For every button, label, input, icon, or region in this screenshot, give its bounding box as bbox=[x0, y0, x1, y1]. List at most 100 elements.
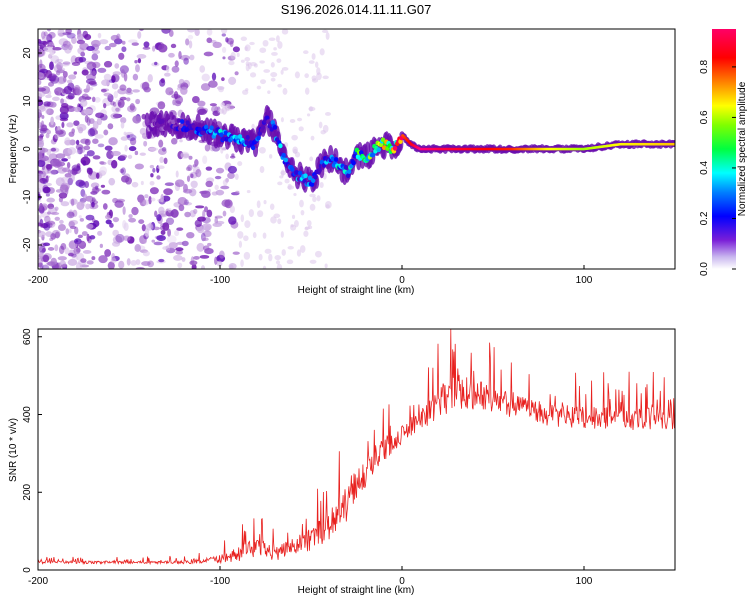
heatmap-cell bbox=[62, 61, 71, 65]
heatmap-cell bbox=[201, 73, 210, 82]
heatmap-cell bbox=[107, 123, 114, 130]
heatmap-cell bbox=[46, 261, 56, 266]
heatmap-cell bbox=[376, 147, 381, 153]
heatmap-cell bbox=[88, 81, 97, 86]
heatmap-cell bbox=[73, 246, 81, 255]
heatmap-cell bbox=[46, 29, 52, 32]
heatmap-cell bbox=[134, 60, 138, 64]
heatmap-cell bbox=[45, 193, 50, 197]
heatmap-cell bbox=[290, 224, 297, 231]
heatmap-cell bbox=[319, 48, 325, 56]
heatmap-cell bbox=[71, 254, 79, 262]
heatmap-cell bbox=[188, 40, 193, 49]
heatmap-cell bbox=[126, 97, 131, 102]
heatmap-cell bbox=[276, 263, 283, 269]
heatmap-cell bbox=[97, 143, 105, 148]
heatmap-cell bbox=[77, 146, 83, 155]
heatmap-cell bbox=[317, 167, 322, 173]
heatmap-cell bbox=[220, 185, 230, 190]
heatmap-cell bbox=[114, 63, 120, 69]
heatmap-cell bbox=[168, 52, 175, 58]
heatmap-cell bbox=[260, 124, 266, 130]
heatmap-cell bbox=[139, 198, 147, 207]
heatmap-cell bbox=[48, 153, 58, 161]
heatmap-cell bbox=[228, 76, 237, 85]
heatmap-cell bbox=[245, 88, 249, 92]
snr-y-label: SNR (10 * v/v) bbox=[8, 418, 19, 482]
heatmap-cell bbox=[189, 210, 196, 218]
heatmap-cell bbox=[202, 223, 212, 231]
heatmap-cell bbox=[90, 182, 100, 189]
heatmap-cell bbox=[316, 67, 321, 75]
heatmap-cell bbox=[182, 188, 193, 194]
heatmap-cell bbox=[161, 146, 167, 152]
heatmap-cell bbox=[85, 214, 95, 221]
heatmap-cell bbox=[271, 51, 278, 56]
heatmap-cell bbox=[83, 193, 88, 202]
heatmap-cell bbox=[80, 258, 87, 263]
heatmap-cell bbox=[234, 71, 239, 76]
heatmap-cell bbox=[197, 108, 208, 115]
heatmap-cell bbox=[60, 98, 64, 104]
heatmap-cell bbox=[177, 197, 188, 206]
heatmap-cell bbox=[104, 145, 113, 151]
heatmap-cell bbox=[174, 60, 179, 67]
heatmap-cell bbox=[38, 87, 47, 92]
heatmap-cell bbox=[101, 79, 110, 86]
heatmap-cell bbox=[322, 75, 329, 80]
heatmap-cell bbox=[170, 209, 179, 218]
heatmap-cell bbox=[214, 184, 219, 191]
heatmap-cell bbox=[68, 74, 77, 80]
heatmap-cell bbox=[68, 219, 79, 226]
heatmap-cell bbox=[152, 226, 161, 231]
heatmap-cell bbox=[92, 138, 99, 144]
heatmap-cell bbox=[78, 215, 82, 219]
heatmap-cell bbox=[128, 146, 137, 152]
chart-title: S196.2026.014.11.11.G07 bbox=[281, 2, 432, 17]
heatmap-cell bbox=[187, 34, 194, 40]
heatmap-cell bbox=[76, 149, 80, 155]
heatmap-cell bbox=[38, 72, 45, 79]
heatmap-cell bbox=[256, 200, 261, 209]
heatmap-cell bbox=[120, 167, 126, 176]
heatmap-cell bbox=[149, 126, 154, 132]
heatmap-cell bbox=[96, 172, 100, 179]
heatmap-cell bbox=[209, 125, 214, 131]
heatmap-cell bbox=[304, 73, 309, 79]
heatmap-cell bbox=[278, 143, 283, 149]
heatmap-cell bbox=[230, 51, 236, 60]
heatmap-cell bbox=[179, 139, 183, 143]
heatmap-cell bbox=[88, 203, 99, 210]
heatmap-cell bbox=[113, 91, 118, 99]
heatmap-cell bbox=[164, 72, 171, 77]
heatmap-cell bbox=[183, 57, 189, 65]
heatmap-cell bbox=[257, 131, 262, 136]
heatmap-cell bbox=[143, 41, 150, 48]
heatmap-cell bbox=[59, 112, 69, 120]
heatmap-cell bbox=[286, 259, 294, 265]
heatmap-cell bbox=[303, 50, 309, 54]
heatmap-cell bbox=[200, 83, 211, 91]
heatmap-cell bbox=[159, 156, 164, 164]
heatmap-cell bbox=[104, 45, 112, 51]
spectrogram-y-tick-label: -20 bbox=[22, 237, 33, 252]
heatmap-cell bbox=[60, 201, 70, 207]
spectrogram-x-tick-label: 0 bbox=[399, 275, 405, 286]
heatmap-cell bbox=[232, 46, 240, 53]
snr-series-line bbox=[38, 329, 675, 566]
heatmap-cell bbox=[219, 132, 224, 138]
heatmap-cell bbox=[272, 125, 278, 130]
heatmap-cell bbox=[181, 240, 189, 247]
heatmap-cell bbox=[46, 221, 56, 225]
heatmap-cell bbox=[128, 217, 137, 223]
heatmap-cell bbox=[38, 139, 45, 148]
heatmap-cell bbox=[97, 32, 102, 39]
snr-y-ticks: 0 200 400 600 bbox=[22, 328, 42, 573]
heatmap-cell bbox=[127, 134, 137, 142]
spectrogram-x-tick-label: -100 bbox=[210, 275, 230, 286]
heatmap-cell bbox=[38, 252, 44, 257]
heatmap-cell bbox=[287, 185, 295, 190]
heatmap-cell bbox=[171, 137, 178, 145]
heatmap-cell bbox=[38, 262, 43, 268]
heatmap-cell bbox=[111, 75, 116, 83]
